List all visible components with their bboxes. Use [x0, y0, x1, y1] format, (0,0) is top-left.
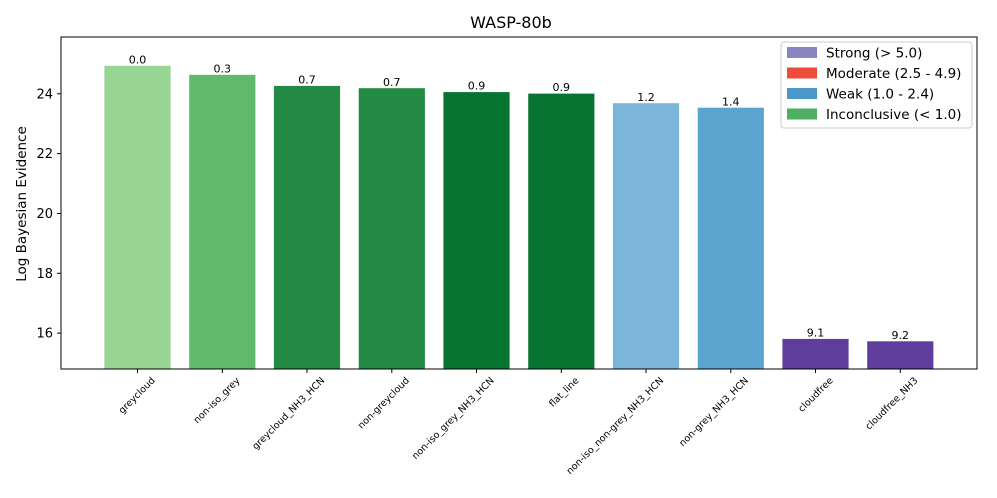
bar-value-label: 0.7 — [298, 74, 316, 87]
bar-greycloud — [103, 65, 172, 370]
bar-value-label: 0.3 — [214, 62, 232, 75]
bar-flat_line — [527, 92, 596, 370]
bar-non-grey_NH3_HCN — [696, 106, 765, 370]
legend-swatch — [787, 108, 817, 120]
y-ticks-group: 16 18 20 22 24 — [36, 87, 61, 342]
legend-entry-label: Inconclusive (< 1.0) — [826, 107, 961, 123]
legend-entry-label: Moderate (2.5 - 4.9) — [826, 66, 961, 82]
y-axis-label: Log Bayesian Evidence — [14, 126, 30, 282]
bars-group — [103, 65, 935, 370]
bar-value-label: 0.7 — [383, 76, 401, 89]
bar-cloudfree — [781, 338, 850, 370]
bar-value-label: 9.2 — [892, 329, 910, 342]
legend-swatch — [787, 47, 817, 58]
bar-value-label: 1.4 — [722, 95, 740, 108]
bar-value-label: 0.9 — [468, 80, 486, 93]
y-tick-label: 16 — [36, 327, 53, 342]
bar-value-label: 9.1 — [807, 327, 825, 340]
bar-cloudfree_NH3 — [866, 340, 935, 370]
y-tick-label: 22 — [36, 147, 53, 162]
plot-frame — [60, 36, 978, 370]
bar-value-label: 0.0 — [129, 53, 147, 66]
legend-swatch — [787, 88, 817, 99]
bar-labels-group: 0.0 0.3 0.7 0.7 0.9 0.9 1.2 1.4 9.1 9.2 — [129, 53, 910, 342]
y-tick-label: 18 — [36, 267, 53, 282]
legend: Strong (> 5.0) Moderate (2.5 - 4.9) Weak (… — [780, 41, 973, 129]
legend-frame — [780, 41, 973, 129]
y-tick-label: 24 — [36, 87, 53, 102]
bar-non-iso_grey_NH3_HCN — [442, 91, 511, 370]
bar-non-iso_non-grey_NH3_HCN — [612, 102, 680, 370]
legend-swatch — [787, 67, 817, 79]
legend-entry-label: Weak (1.0 - 2.4) — [826, 87, 934, 103]
bar-value-label: 0.9 — [553, 81, 571, 94]
legend-entry-label: Strong (> 5.0) — [826, 46, 922, 62]
bar-non-iso_grey — [188, 74, 257, 370]
bar-non-greycloud — [357, 87, 426, 370]
bar-greycloud_NH3_HCN — [273, 85, 341, 370]
y-tick-label: 20 — [36, 207, 53, 222]
bar-value-label: 1.2 — [637, 91, 655, 104]
chart-title: WASP-80b — [470, 13, 552, 32]
